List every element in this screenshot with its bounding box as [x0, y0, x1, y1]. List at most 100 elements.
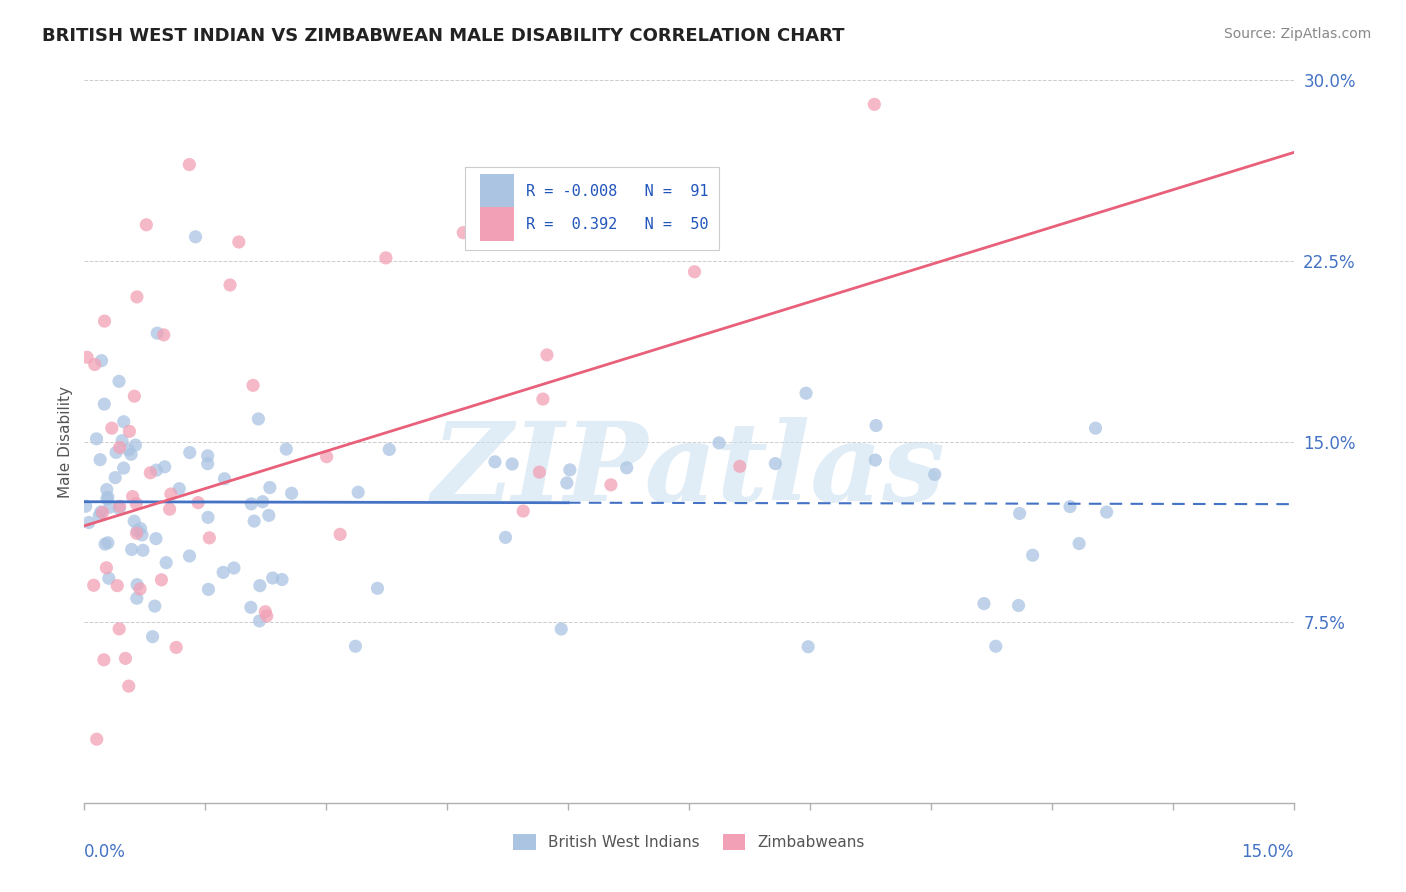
Point: [198, 531, 221, 545]
Point: [197, 457, 219, 471]
Point: [125, 526, 148, 541]
Point: [159, 502, 181, 516]
Point: [197, 510, 219, 524]
Point: [529, 465, 551, 479]
Point: [83, 358, 105, 372]
Point: [179, 157, 201, 171]
Point: [228, 235, 250, 249]
Point: [558, 463, 581, 477]
Point: [135, 218, 157, 232]
Bar: [479, 174, 513, 209]
Point: [124, 389, 146, 403]
Point: [187, 496, 209, 510]
Point: [536, 348, 558, 362]
Point: [219, 277, 242, 292]
Y-axis label: Male Disability: Male Disability: [58, 385, 73, 498]
Point: [121, 490, 143, 504]
Point: [132, 543, 155, 558]
Point: [1084, 421, 1107, 435]
Point: [145, 463, 167, 477]
Point: [112, 415, 135, 429]
Point: [108, 501, 131, 516]
Text: 15.0%: 15.0%: [1241, 843, 1294, 861]
Point: [105, 579, 128, 593]
Point: [143, 599, 166, 613]
Point: [97, 571, 120, 585]
Point: [249, 614, 271, 628]
Point: [145, 532, 167, 546]
Point: [91, 506, 114, 520]
Point: [108, 622, 131, 636]
Point: [222, 561, 245, 575]
Point: [1007, 599, 1029, 613]
Point: [247, 412, 270, 426]
Point: [96, 491, 118, 506]
Point: [863, 97, 886, 112]
Point: [616, 460, 638, 475]
Point: [98, 500, 121, 514]
Point: [150, 573, 173, 587]
Point: [129, 522, 152, 536]
Point: [122, 514, 145, 528]
Point: [93, 314, 115, 328]
Point: [118, 679, 141, 693]
Point: [96, 483, 118, 497]
Point: [555, 475, 578, 490]
Point: [315, 450, 337, 464]
Point: [797, 640, 820, 654]
Point: [344, 639, 367, 653]
Point: [93, 397, 115, 411]
Point: [1059, 500, 1081, 514]
Point: [1008, 507, 1031, 521]
Point: [129, 582, 152, 596]
Point: [184, 230, 207, 244]
Point: [139, 466, 162, 480]
Point: [197, 449, 219, 463]
Point: [112, 461, 135, 475]
Text: 0.0%: 0.0%: [84, 843, 127, 861]
Point: [374, 251, 396, 265]
Point: [75, 500, 97, 514]
Point: [127, 524, 149, 538]
Point: [118, 425, 141, 439]
Point: [77, 516, 100, 530]
Point: [252, 494, 274, 508]
Point: [86, 432, 108, 446]
Point: [378, 442, 401, 457]
Point: [93, 653, 115, 667]
Point: [451, 226, 474, 240]
Point: [924, 467, 946, 482]
Point: [531, 392, 554, 406]
Point: [142, 630, 165, 644]
Point: [108, 500, 131, 514]
Point: [239, 600, 262, 615]
Point: [114, 651, 136, 665]
Point: [94, 537, 117, 551]
Point: [495, 530, 517, 544]
Point: [153, 459, 176, 474]
Point: [101, 421, 124, 435]
Point: [683, 265, 706, 279]
Point: [152, 327, 174, 342]
Point: [257, 508, 280, 523]
Point: [212, 566, 235, 580]
Point: [707, 435, 730, 450]
Point: [240, 497, 263, 511]
Point: [1095, 505, 1118, 519]
Point: [664, 211, 686, 226]
Point: [165, 640, 187, 655]
Point: [259, 481, 281, 495]
Point: [763, 457, 786, 471]
Point: [124, 438, 146, 452]
Point: [600, 478, 623, 492]
Point: [366, 582, 388, 596]
Point: [155, 556, 177, 570]
Text: R = -0.008   N =  91: R = -0.008 N = 91: [526, 184, 709, 199]
Point: [90, 353, 112, 368]
FancyBboxPatch shape: [465, 167, 720, 250]
Point: [90, 505, 112, 519]
Point: [249, 579, 271, 593]
Point: [125, 577, 148, 591]
Point: [214, 472, 236, 486]
Point: [1069, 536, 1091, 550]
